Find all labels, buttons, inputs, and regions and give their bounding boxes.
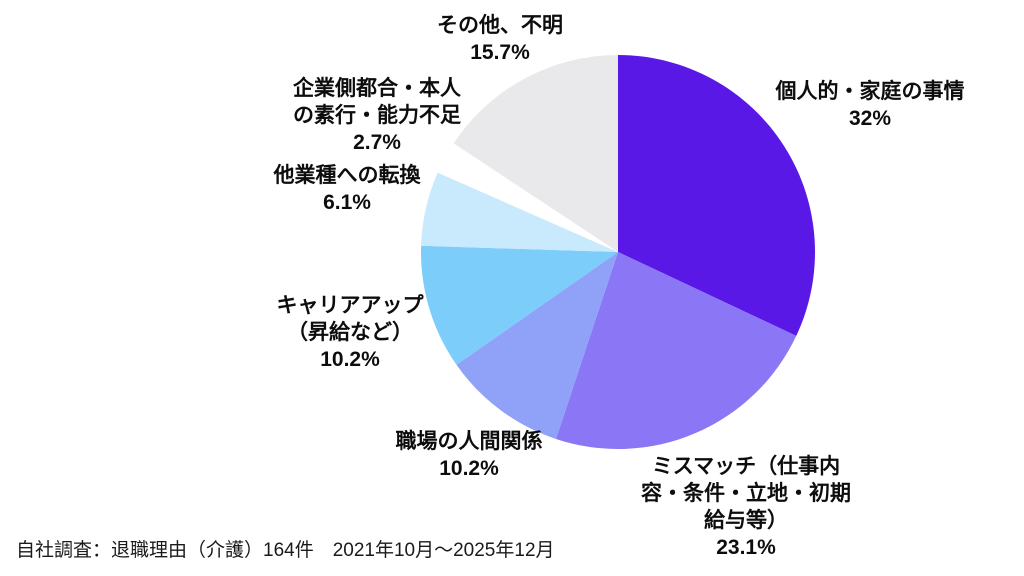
pie-label-line: 企業側都合・本人: [293, 77, 461, 100]
pie-label-value: 10.2%: [320, 348, 380, 371]
pie-slice-personal-family: [618, 55, 815, 336]
pie-label-career-up: キャリアアップ （昇給など） 10.2%: [240, 292, 460, 373]
pie-slice-company-conduct: [437, 143, 618, 252]
pie-label-company-conduct: 企業側都合・本人 の素行・能力不足 2.7%: [267, 75, 487, 156]
pie-label-line: 容・条件・立地・初期: [641, 482, 851, 505]
pie-label-mismatch: ミスマッチ（仕事内 容・条件・立地・初期 給与等） 23.1%: [622, 453, 870, 561]
pie-label-value: 32%: [848, 107, 892, 130]
pie-label-value: 6.1%: [323, 191, 371, 214]
pie-label-value: 10.2%: [439, 457, 499, 480]
source-caption: 自社調査：退職理由（介護）164件 2021年10月〜2025年12月: [16, 540, 555, 561]
pie-label-industry-change: 他業種への転換 6.1%: [247, 162, 447, 216]
pie-slice-mismatch: [555, 252, 797, 449]
pie-label-line: 職場の人間関係: [395, 430, 543, 453]
pie-label-line: （昇給など）: [287, 321, 413, 344]
pie-slice-other-unknown: [453, 55, 618, 252]
pie-label-line: キャリアアップ: [276, 294, 424, 317]
pie-label-value: 23.1%: [716, 536, 776, 559]
pie-slice-career-up: [421, 245, 618, 365]
pie-label-line: 他業種への転換: [273, 164, 421, 187]
pie-label-value: 2.7%: [353, 131, 401, 154]
pie-label-line: 給与等）: [704, 509, 788, 532]
pie-label-line: の素行・能力不足: [293, 104, 461, 127]
pie-label-line: その他、不明: [437, 14, 563, 37]
pie-slice-industry-change: [421, 172, 618, 252]
pie-label-other-unknown: その他、不明 15.7%: [385, 12, 615, 66]
pie-label-value: 15.7%: [470, 41, 530, 64]
pie-slice-workplace-relationships: [456, 252, 618, 439]
pie-label-workplace-relationships: 職場の人間関係 10.2%: [359, 428, 579, 482]
pie-label-line: 個人的・家庭の事情: [775, 80, 965, 103]
pie-label-line: ミスマッチ（仕事内: [651, 455, 841, 478]
pie-label-personal-family: 個人的・家庭の事情 32%: [750, 78, 990, 132]
